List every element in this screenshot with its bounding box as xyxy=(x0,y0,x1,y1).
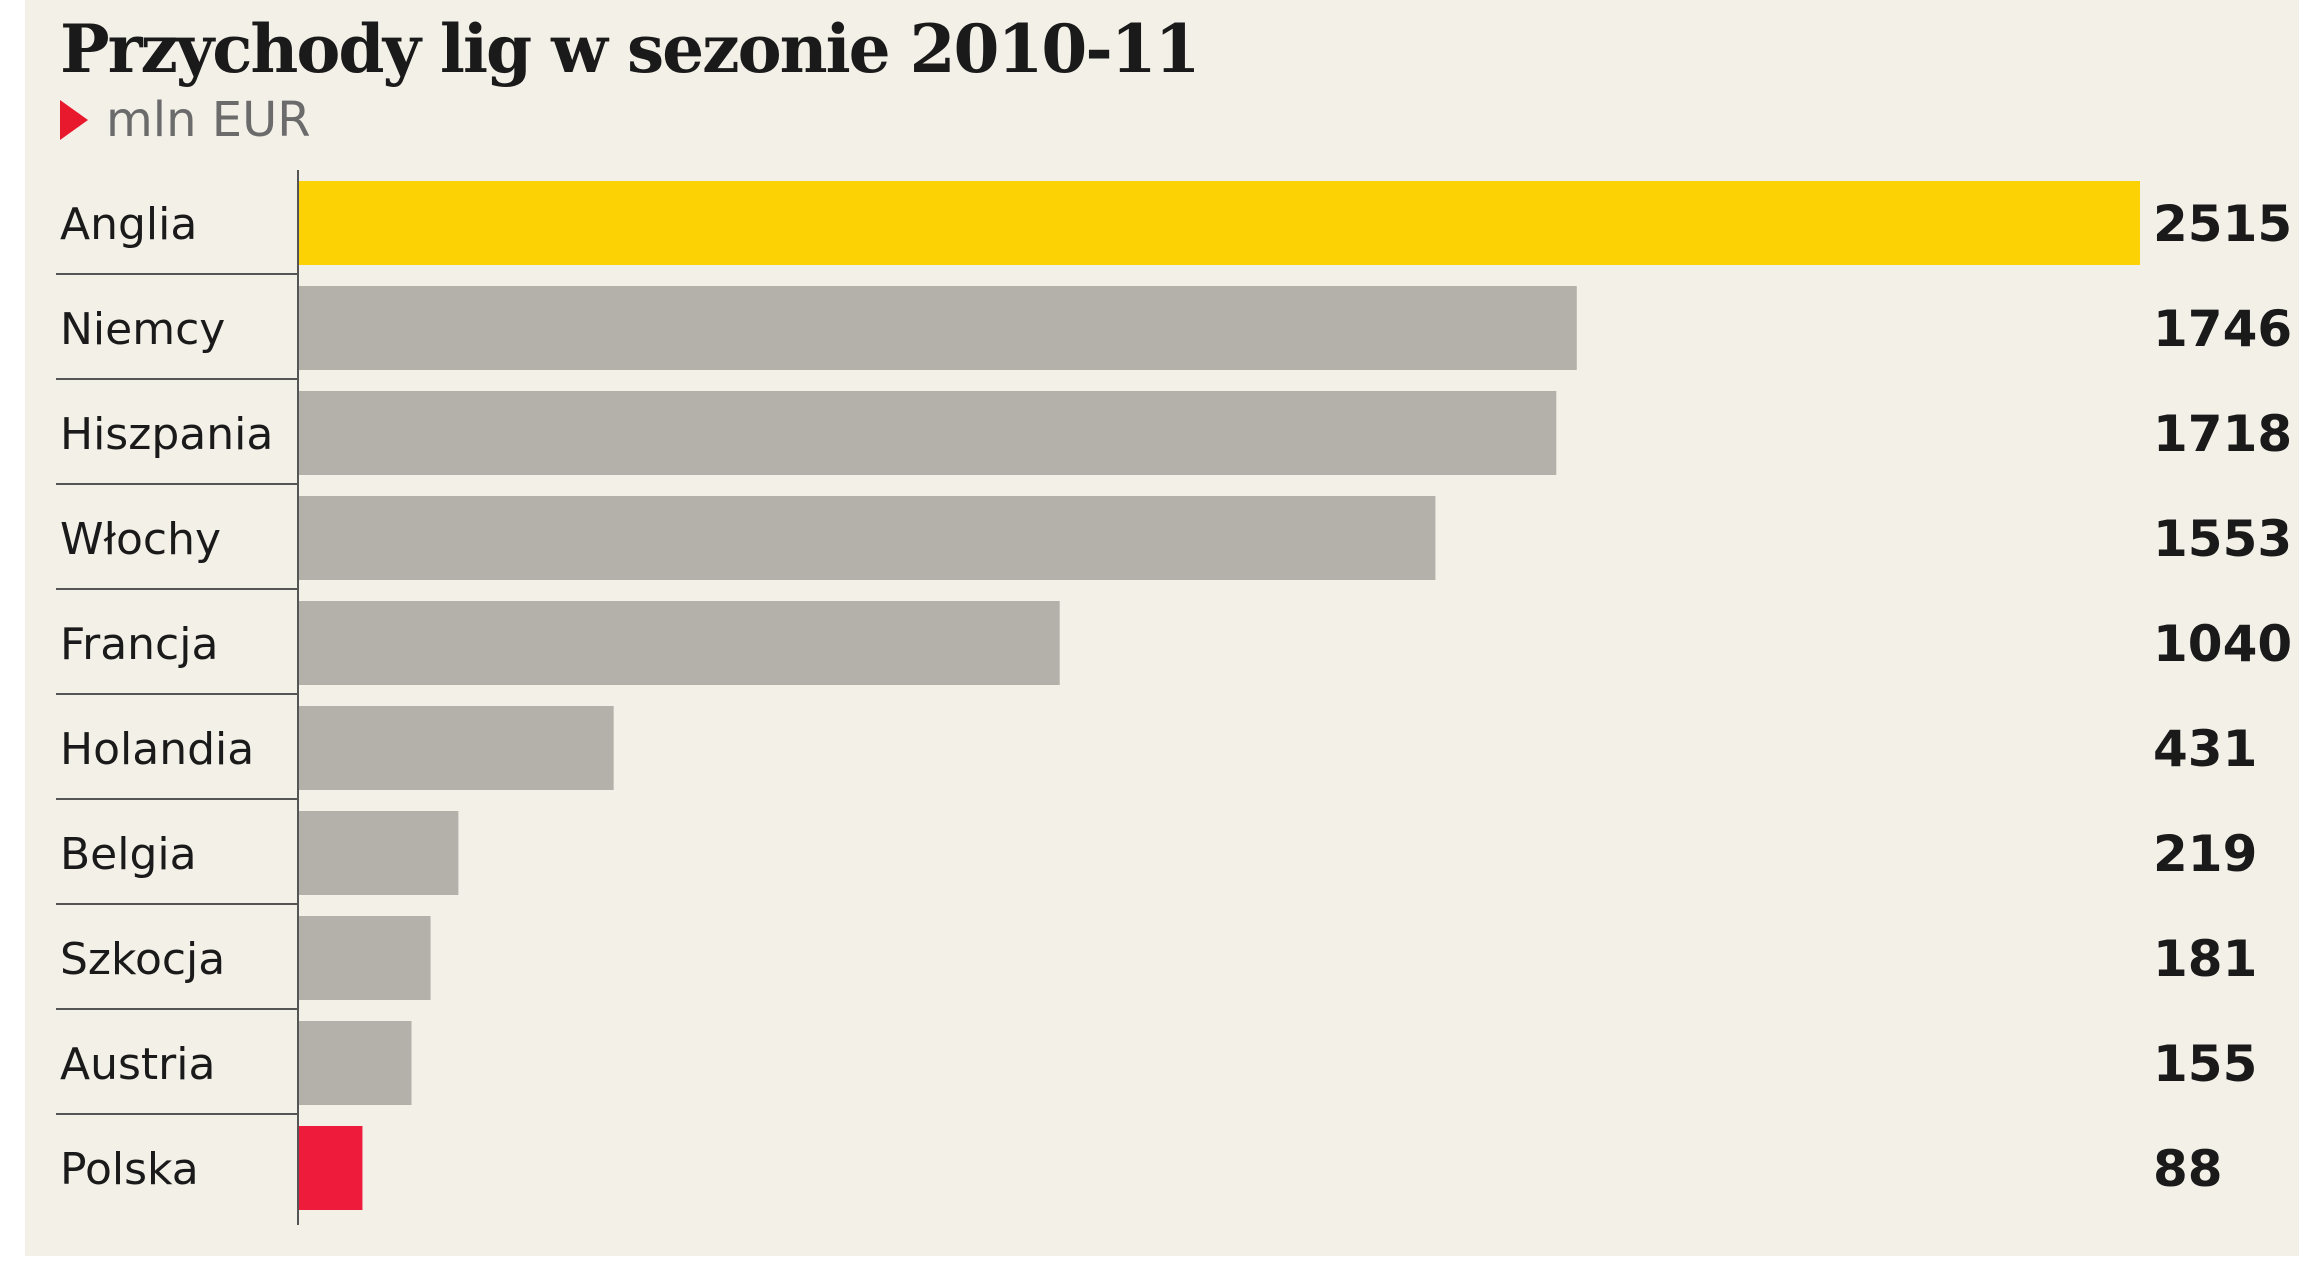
value-labels: 2515 1746 1718 1553 1040 431 219 181 155 88 xyxy=(2153,195,2292,1198)
value-label: 1718 xyxy=(2153,405,2292,463)
value-label: 1746 xyxy=(2153,300,2292,358)
category-label: Włochy xyxy=(60,514,221,565)
chart-title: Przychody lig w sezonie 2010-11 xyxy=(60,10,1201,88)
value-label: 181 xyxy=(2153,930,2257,988)
value-label: 2515 xyxy=(2153,195,2292,253)
value-label: 155 xyxy=(2153,1035,2257,1093)
row-separators xyxy=(56,273,298,1115)
category-label: Anglia xyxy=(60,199,197,250)
value-label: 431 xyxy=(2153,720,2257,778)
category-labels: Anglia Niemcy Hiszpania Włochy Francja Holand… xyxy=(60,199,273,1195)
bar-0 xyxy=(298,181,2140,265)
value-label: 1553 xyxy=(2153,510,2292,568)
bar-1 xyxy=(298,286,1577,370)
value-label: 88 xyxy=(2153,1140,2223,1198)
value-label: 1040 xyxy=(2153,615,2292,673)
bar-6 xyxy=(298,811,459,895)
category-label: Holandia xyxy=(60,724,254,775)
category-label: Belgia xyxy=(60,829,197,880)
red-triangle-icon xyxy=(60,100,88,140)
bar-2 xyxy=(298,391,1557,475)
category-label: Austria xyxy=(60,1039,215,1090)
chart-subtitle: mln EUR xyxy=(60,90,311,150)
bar-8 xyxy=(298,1021,412,1105)
bar-5 xyxy=(298,706,614,790)
category-label: Szkocja xyxy=(60,934,225,985)
bar-3 xyxy=(298,496,1436,580)
category-label: Hiszpania xyxy=(60,409,273,460)
bar-9 xyxy=(298,1126,363,1210)
value-label: 219 xyxy=(2153,825,2257,883)
bars xyxy=(298,181,2140,1210)
category-label: Polska xyxy=(60,1144,199,1195)
category-label: Francja xyxy=(60,619,218,670)
unit-label: mln EUR xyxy=(106,92,311,148)
bar-4 xyxy=(298,601,1060,685)
category-label: Niemcy xyxy=(60,304,225,355)
bar-7 xyxy=(298,916,431,1000)
